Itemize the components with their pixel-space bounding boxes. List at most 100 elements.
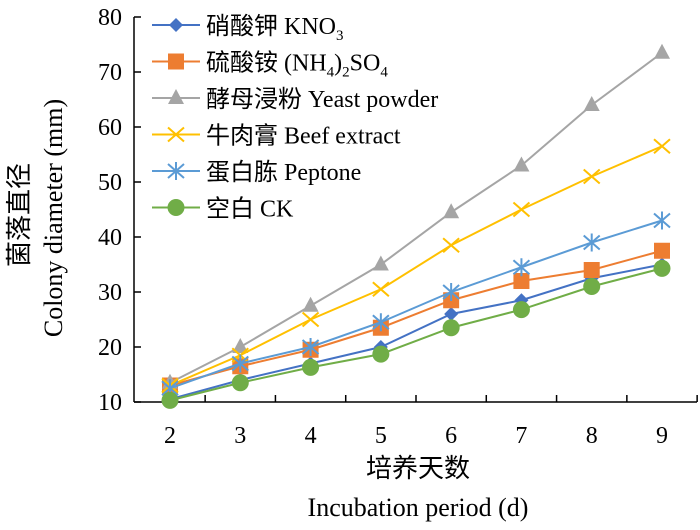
legend-label-cn: 牛肉膏: [206, 123, 284, 150]
legend-label-cn: 硫酸铵: [206, 50, 284, 77]
data-point-square: [168, 53, 184, 70]
legend-label-cn: 空白: [206, 196, 260, 223]
legend-label-en: Beef extract: [284, 124, 401, 150]
data-point-star: [583, 233, 601, 252]
legend-label: 酵母浸粉 Yeast powder: [206, 86, 438, 113]
legend-label-cn: 酵母浸粉: [206, 86, 308, 113]
data-point-triangle: [443, 203, 460, 219]
series-yeast-powder: [162, 43, 670, 389]
legend-label-part: ): [334, 51, 342, 77]
legend-label-part: SO: [350, 51, 381, 77]
series-ck: [161, 259, 671, 409]
x-tick-label: 4: [305, 423, 317, 449]
data-point-x: [167, 126, 185, 143]
data-point-star: [653, 211, 671, 230]
series-line: [169, 263, 663, 401]
data-point-circle: [512, 301, 530, 319]
data-point-star: [372, 313, 390, 332]
legend-label-en: KNO: [284, 14, 336, 40]
legend-subscript: 4: [327, 65, 335, 81]
data-point-circle: [167, 199, 185, 216]
legend-subscript: 2: [342, 65, 350, 81]
series-line: [169, 145, 663, 387]
data-point-square: [583, 262, 600, 278]
y-tick-label: 30: [98, 280, 122, 306]
data-point-circle: [653, 259, 671, 277]
data-point-x: [653, 138, 671, 155]
legend-label-cn: 硝酸钾: [206, 13, 284, 40]
legend-item: 酵母浸粉 Yeast powder: [152, 86, 438, 113]
data-point-circle: [302, 358, 320, 376]
data-point-square: [513, 273, 530, 289]
data-point-circle: [583, 278, 601, 295]
data-point-triangle: [654, 43, 670, 59]
y-tick-label: 40: [98, 225, 122, 251]
series-layer: [161, 43, 671, 409]
x-tick-label: 5: [375, 423, 387, 449]
legend-item: 硝酸钾 KNO3​: [152, 13, 344, 44]
legend-label: 硝酸钾 KNO3​: [206, 13, 344, 44]
data-point-triangle: [513, 156, 530, 172]
legend-label: 牛肉膏 Beef extract: [206, 123, 401, 150]
x-axis-title-cn: 培养天数: [366, 454, 470, 483]
x-axis-title: Incubation period (d): [308, 493, 529, 522]
data-point-star: [512, 258, 531, 277]
data-point-star: [167, 162, 185, 180]
y-tick-label: 80: [98, 5, 122, 31]
x-tick-label: 9: [656, 423, 668, 449]
legend: 硝酸钾 KNO3​ 硫酸铵 (NH4​)2​SO4​ 酵母浸粉 Yeast powd…: [152, 13, 438, 223]
x-tick-label: 6: [445, 423, 457, 449]
legend-label: 空白 CK: [206, 196, 294, 223]
legend-item: 牛肉膏 Beef extract: [152, 123, 401, 150]
y-tick-label: 70: [98, 60, 122, 86]
series-peptone: [161, 211, 671, 398]
data-point-circle: [161, 391, 179, 409]
legend-label-en: CK: [260, 197, 294, 223]
data-point-x: [583, 168, 601, 185]
data-point-triangle: [302, 296, 319, 312]
data-point-x: [512, 201, 531, 218]
data-point-triangle: [168, 89, 184, 104]
legend-label-cn: 蛋白胨: [206, 159, 284, 186]
legend-label-en: Peptone: [284, 160, 361, 186]
data-point-star: [231, 354, 249, 373]
legend-item: 蛋白胨 Peptone: [152, 159, 361, 186]
data-point-star: [301, 338, 320, 356]
series-line: [169, 249, 663, 387]
y-tick-label: 20: [98, 335, 122, 361]
legend-label: 硫酸铵 (NH4​)2​SO4​: [206, 50, 388, 81]
y-axis-title-cn: 菌落直径: [5, 163, 34, 267]
legend-label-en: (NH: [284, 51, 327, 77]
axes: 10 20 30 40 50 60 70 80 2 3 4 5 6 7 8 9: [98, 5, 698, 449]
x-tick-label: 8: [586, 423, 598, 449]
y-tick-label: 50: [98, 170, 122, 196]
legend-subscript: 3: [336, 28, 344, 44]
data-point-triangle: [232, 338, 249, 353]
data-point-x: [442, 237, 460, 254]
x-tick-label: 7: [515, 423, 527, 449]
legend-label-en: Yeast powder: [308, 87, 438, 113]
data-point-x: [301, 311, 320, 328]
data-point-star: [442, 283, 460, 301]
series-line: [169, 267, 663, 402]
series-line: [169, 51, 663, 384]
y-axis-title: Colony diameter (mm): [39, 99, 68, 337]
legend-subscript: 4: [380, 65, 388, 81]
x-tick-label: 3: [234, 423, 246, 449]
data-point-circle: [442, 319, 460, 337]
series-beef-extract: [161, 138, 671, 394]
data-point-circle: [372, 345, 390, 363]
legend-item: 空白 CK: [152, 196, 294, 223]
data-point-diamond: [169, 18, 183, 32]
series--nh: [162, 242, 670, 394]
data-point-x: [372, 281, 390, 298]
legend-item: 硫酸铵 (NH4​)2​SO4​: [152, 50, 388, 81]
y-tick-label: 10: [98, 390, 122, 416]
x-tick-label: 2: [164, 423, 176, 449]
data-point-diamond: [444, 307, 459, 321]
data-point-square: [654, 242, 670, 259]
y-tick-label: 60: [98, 115, 122, 141]
data-point-circle: [231, 374, 249, 392]
data-point-triangle: [583, 96, 600, 111]
